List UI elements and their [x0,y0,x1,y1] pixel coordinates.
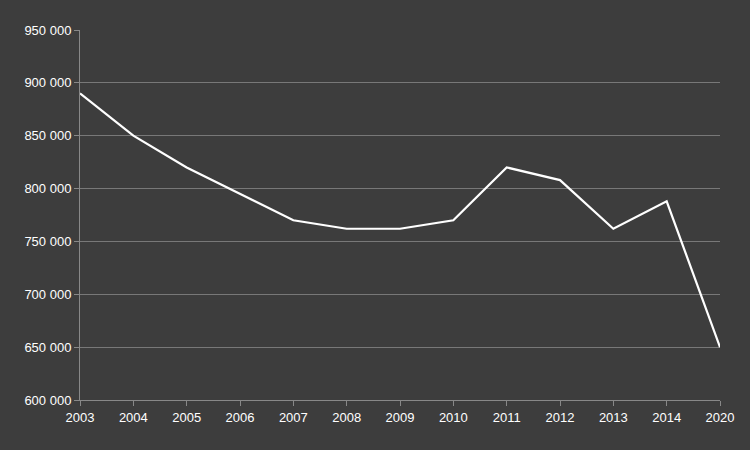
svg-text:900 000: 900 000 [24,75,71,90]
svg-text:2011: 2011 [493,410,521,425]
svg-text:2006: 2006 [226,410,255,425]
svg-text:2007: 2007 [279,410,308,425]
svg-text:2005: 2005 [172,410,201,425]
svg-text:850 000: 850 000 [24,128,71,143]
svg-text:2012: 2012 [546,410,575,425]
svg-text:2013: 2013 [599,410,628,425]
svg-text:2020: 2020 [706,410,735,425]
svg-text:2014: 2014 [652,410,681,425]
svg-text:950 000: 950 000 [24,23,71,38]
svg-text:2004: 2004 [119,410,148,425]
svg-text:600 000: 600 000 [24,393,71,408]
svg-text:2010: 2010 [439,410,468,425]
svg-text:750 000: 750 000 [24,234,71,249]
svg-text:2003: 2003 [66,410,95,425]
svg-text:2009: 2009 [386,410,415,425]
svg-text:700 000: 700 000 [24,287,71,302]
svg-text:800 000: 800 000 [24,181,71,196]
svg-text:2008: 2008 [332,410,361,425]
svg-text:650 000: 650 000 [24,340,71,355]
